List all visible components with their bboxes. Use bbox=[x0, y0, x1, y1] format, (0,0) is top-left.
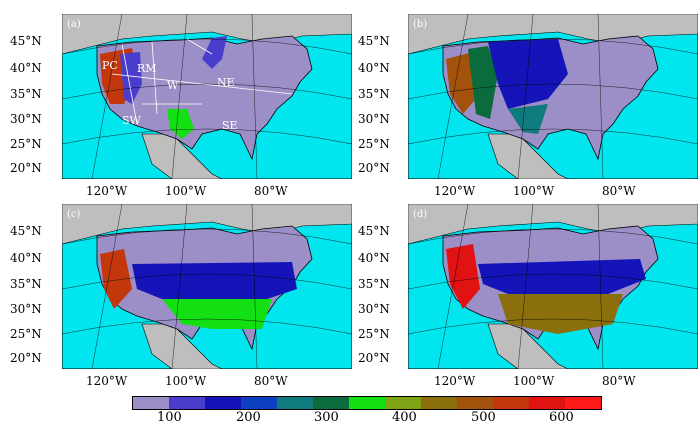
lat-label-35-c: 35°N bbox=[10, 277, 42, 291]
lon-label-80-c: 80°W bbox=[254, 374, 288, 388]
lon-label-120-b: 120°W bbox=[434, 184, 476, 198]
region-central bbox=[132, 262, 297, 304]
lat-label-25-d: 25°N bbox=[358, 327, 390, 341]
lat-label-30-c: 30°N bbox=[10, 302, 42, 316]
colorbar-label-400: 400 bbox=[392, 410, 417, 425]
lat-label-45-a: 45°N bbox=[10, 34, 42, 48]
map-panel-a: (a) PC RM W NE SW SE bbox=[62, 14, 352, 179]
region-label-rm: RM bbox=[137, 62, 157, 75]
colorbar bbox=[132, 396, 602, 410]
lon-label-80-d: 80°W bbox=[602, 374, 636, 388]
lon-label-100-a: 100°W bbox=[165, 184, 207, 198]
colorbar-seg-8 bbox=[385, 397, 421, 409]
region-central bbox=[478, 259, 646, 294]
colorbar-label-200: 200 bbox=[236, 410, 261, 425]
colorbar-seg-12 bbox=[529, 397, 565, 409]
region-label-w: W bbox=[167, 79, 179, 92]
graticule bbox=[62, 14, 352, 179]
canada-land bbox=[62, 14, 352, 55]
lon-label-100-d: 100°W bbox=[513, 374, 555, 388]
region-label-pc: PC bbox=[102, 59, 118, 72]
lon-label-80-b: 80°W bbox=[602, 184, 636, 198]
graticule bbox=[408, 204, 698, 369]
lat-label-45-c: 45°N bbox=[10, 224, 42, 238]
region-boundaries bbox=[111, 38, 293, 125]
map-panel-c: (c) bbox=[62, 204, 352, 369]
lat-label-20-b: 20°N bbox=[358, 161, 390, 175]
map-panel-b: (b) bbox=[408, 14, 698, 179]
lat-label-20-c: 20°N bbox=[10, 351, 42, 365]
us-land bbox=[96, 35, 313, 161]
colorbar-seg-5 bbox=[277, 397, 313, 409]
colorbar-seg-13 bbox=[565, 397, 601, 409]
lat-label-20-d: 20°N bbox=[358, 351, 390, 365]
lat-label-25-c: 25°N bbox=[10, 327, 42, 341]
colorbar-label-300: 300 bbox=[314, 410, 339, 425]
region-high-west bbox=[100, 249, 132, 309]
panel-tag-c: (c) bbox=[67, 209, 81, 220]
map-c-svg: (c) bbox=[62, 204, 352, 369]
panel-tag-b: (b) bbox=[413, 19, 427, 30]
lat-label-45-d: 45°N bbox=[358, 224, 390, 238]
region-north bbox=[202, 36, 227, 69]
map-a-svg: (a) PC RM W NE SW SE bbox=[62, 14, 352, 179]
colorbar-seg-9 bbox=[421, 397, 457, 409]
map-panel-d: (d) bbox=[408, 204, 698, 369]
region-label-sw: SW bbox=[122, 114, 142, 127]
lat-label-30-a: 30°N bbox=[10, 112, 42, 126]
region-high-west bbox=[446, 244, 480, 309]
colorbar-label-100: 100 bbox=[157, 410, 182, 425]
colorbar-seg-2 bbox=[169, 397, 205, 409]
colorbar-seg-6 bbox=[313, 397, 349, 409]
map-b-svg: (b) bbox=[408, 14, 698, 179]
lat-label-30-d: 30°N bbox=[358, 302, 390, 316]
lat-label-40-d: 40°N bbox=[358, 251, 390, 265]
lat-label-45-b: 45°N bbox=[358, 34, 390, 48]
lat-label-40-b: 40°N bbox=[358, 61, 390, 75]
lat-label-30-b: 30°N bbox=[358, 112, 390, 126]
lon-label-120-d: 120°W bbox=[434, 374, 476, 388]
lat-label-25-b: 25°N bbox=[358, 137, 390, 151]
region-texas bbox=[508, 104, 548, 134]
canada-land bbox=[408, 204, 698, 245]
lat-label-40-c: 40°N bbox=[10, 251, 42, 265]
colorbar-seg-7 bbox=[349, 397, 385, 409]
colorbar-seg-3 bbox=[205, 397, 241, 409]
lon-label-120-a: 120°W bbox=[86, 184, 128, 198]
lon-label-120-c: 120°W bbox=[86, 374, 128, 388]
graticule bbox=[408, 14, 698, 179]
region-mid-west bbox=[468, 46, 498, 119]
colorbar-label-600: 600 bbox=[549, 410, 574, 425]
region-southeast bbox=[498, 294, 623, 334]
region-plains bbox=[488, 39, 568, 109]
lon-label-100-c: 100°W bbox=[165, 374, 207, 388]
colorbar-seg-11 bbox=[493, 397, 529, 409]
colorbar-label-500: 500 bbox=[471, 410, 496, 425]
region-mid-west bbox=[120, 52, 142, 104]
region-southeast bbox=[162, 299, 272, 329]
map-d-svg: (d) bbox=[408, 204, 698, 369]
panel-tag-d: (d) bbox=[413, 209, 427, 220]
canada-land bbox=[408, 14, 698, 55]
lon-label-80-a: 80°W bbox=[254, 184, 288, 198]
region-label-se: SE bbox=[222, 119, 238, 132]
lat-label-20-a: 20°N bbox=[10, 161, 42, 175]
graticule bbox=[62, 204, 352, 369]
lat-label-35-a: 35°N bbox=[10, 87, 42, 101]
lat-label-40-a: 40°N bbox=[10, 61, 42, 75]
lat-label-25-a: 25°N bbox=[10, 137, 42, 151]
lat-label-35-b: 35°N bbox=[358, 87, 390, 101]
lon-label-100-b: 100°W bbox=[513, 184, 555, 198]
colorbar-seg-10 bbox=[457, 397, 493, 409]
canada-land bbox=[62, 204, 352, 245]
colorbar-seg-4 bbox=[241, 397, 277, 409]
region-label-ne: NE bbox=[217, 76, 235, 89]
panel-tag-a: (a) bbox=[67, 19, 81, 30]
colorbar-seg-1 bbox=[133, 397, 169, 409]
region-texas bbox=[167, 109, 194, 139]
lat-label-35-d: 35°N bbox=[358, 277, 390, 291]
